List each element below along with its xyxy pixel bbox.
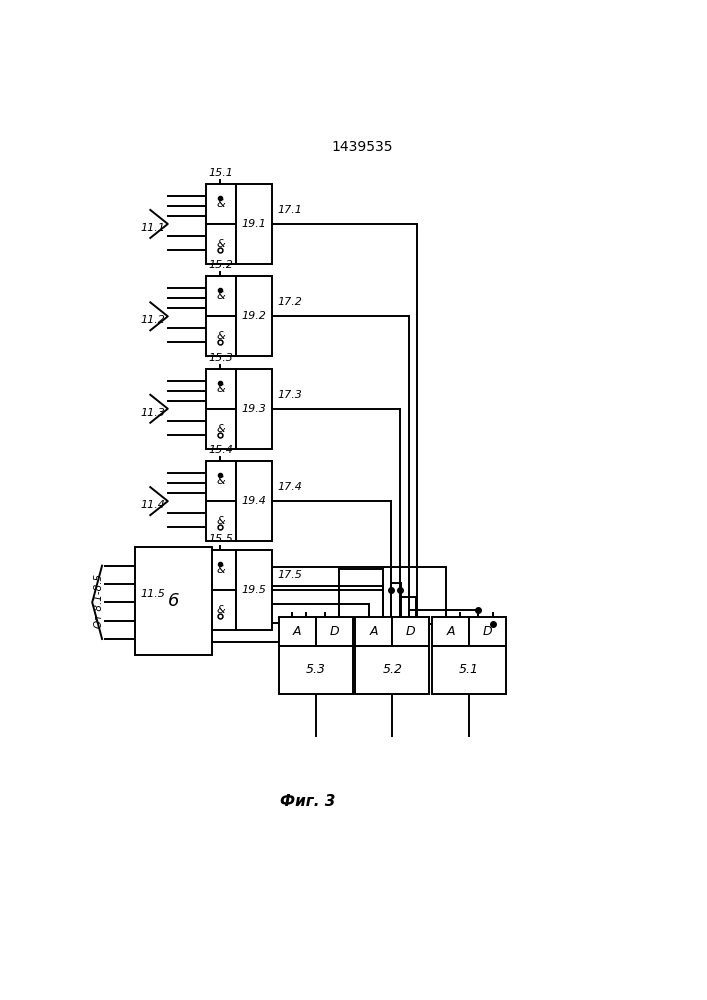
Text: 15.4: 15.4 <box>209 445 234 455</box>
Bar <box>432 617 469 646</box>
Bar <box>236 369 272 449</box>
Text: 6: 6 <box>168 592 179 610</box>
Text: D: D <box>483 625 493 638</box>
Text: &: & <box>217 331 226 341</box>
Bar <box>206 316 236 356</box>
Text: &: & <box>217 424 226 434</box>
Text: 17.4: 17.4 <box>277 482 303 492</box>
Bar <box>236 276 272 356</box>
Text: 1439535: 1439535 <box>332 140 393 154</box>
Bar <box>236 550 272 630</box>
Text: 11.3: 11.3 <box>140 408 165 418</box>
Text: &: & <box>217 565 226 575</box>
Text: 11.4: 11.4 <box>140 500 165 510</box>
Text: 11.1: 11.1 <box>140 223 165 233</box>
Bar <box>206 369 236 409</box>
Text: Фиг. 3: Фиг. 3 <box>280 794 335 809</box>
Text: &: & <box>217 384 226 394</box>
Text: &: & <box>217 239 226 249</box>
Text: 5.3: 5.3 <box>305 663 326 676</box>
Text: 5.2: 5.2 <box>382 663 402 676</box>
Text: 17.1: 17.1 <box>277 205 303 215</box>
Text: 17.2: 17.2 <box>277 297 303 307</box>
Text: От 8.1-8.5: От 8.1-8.5 <box>94 574 105 628</box>
Text: A: A <box>370 625 378 638</box>
Bar <box>356 646 429 694</box>
Text: 11.5: 11.5 <box>140 589 165 599</box>
Bar <box>316 617 353 646</box>
Bar <box>206 461 236 501</box>
Text: 19.1: 19.1 <box>242 219 267 229</box>
Text: 19.5: 19.5 <box>242 585 267 595</box>
Text: &: & <box>217 605 226 615</box>
Bar <box>206 224 236 264</box>
Bar <box>432 646 506 694</box>
Text: 17.3: 17.3 <box>277 390 303 400</box>
Text: 19.3: 19.3 <box>242 404 267 414</box>
Bar <box>279 646 353 694</box>
Text: &: & <box>217 291 226 301</box>
Bar <box>356 617 392 646</box>
Text: 5.1: 5.1 <box>459 663 479 676</box>
Text: 15.3: 15.3 <box>209 353 234 363</box>
Text: D: D <box>329 625 339 638</box>
Text: 11.2: 11.2 <box>140 315 165 325</box>
Bar <box>206 276 236 316</box>
Text: 17.5: 17.5 <box>277 570 303 580</box>
Bar <box>206 501 236 541</box>
Bar <box>206 409 236 449</box>
Text: &: & <box>217 516 226 526</box>
Text: D: D <box>406 625 416 638</box>
Bar <box>206 590 236 630</box>
Text: 15.2: 15.2 <box>209 260 234 270</box>
Text: 15.1: 15.1 <box>209 168 234 178</box>
Bar <box>236 461 272 541</box>
Bar <box>206 184 236 224</box>
Bar <box>392 617 429 646</box>
Bar <box>206 550 236 590</box>
Bar <box>236 184 272 264</box>
Text: 19.4: 19.4 <box>242 496 267 506</box>
Text: A: A <box>293 625 301 638</box>
Text: A: A <box>446 625 455 638</box>
Text: &: & <box>217 476 226 486</box>
Bar <box>469 617 506 646</box>
Text: 15.5: 15.5 <box>209 534 234 544</box>
Text: &: & <box>217 199 226 209</box>
Text: 19.2: 19.2 <box>242 311 267 321</box>
Bar <box>135 547 211 655</box>
Bar <box>279 617 316 646</box>
